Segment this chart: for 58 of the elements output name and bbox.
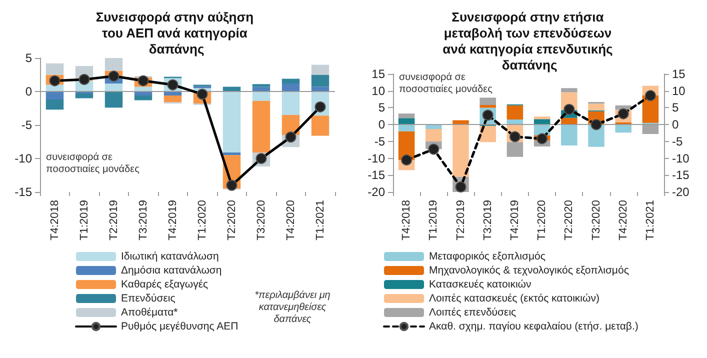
- legend-label: Κατασκευές κατοικιών: [429, 278, 532, 290]
- legend-label: Λοιπές επενδύσεις: [429, 306, 516, 318]
- annotation: συνεισφορά σε ποσοστιαίες μονάδες: [46, 152, 140, 176]
- chart-title: Συνεισφορά στην ετήσια μεταβολή των επενδύσεων ανά κατηγορία επενδυτικής δαπάνης: [442, 10, 616, 72]
- x-tick-label: T1:2019: [78, 200, 90, 240]
- y-tick-label: 5: [378, 100, 386, 115]
- y2-tick-label: -15: [672, 168, 690, 182]
- x-tick-label: T4:2019: [508, 200, 521, 240]
- y2-tick-label: 10: [672, 84, 686, 98]
- x-tick-label: T3:2019: [482, 200, 494, 240]
- x-tick-label: T3:2020: [255, 200, 268, 240]
- y-tick-label: -15: [368, 168, 386, 182]
- legend-label: Ρυθμός μεγέθυνσης ΑΕΠ: [121, 320, 238, 332]
- x-tick-label: T3:2020: [590, 200, 602, 240]
- legend-label: Επενδύσεις: [121, 292, 176, 304]
- y-tick-label: 10: [372, 84, 386, 98]
- x-tick-label: T1:2021: [644, 200, 656, 240]
- legend-label: Λοιπές κατασκευές (εκτός κατοικιών): [429, 292, 600, 304]
- y2-tick-label: -10: [672, 151, 690, 166]
- legend-label: Ακαθ. σχημ. παγίου κεφαλαίου (ετήσ. μεταβ.): [429, 320, 638, 332]
- x-tick-label: T1:2021: [314, 200, 326, 240]
- legend-label: Μεταφορικός εξοπλισμός: [429, 250, 546, 262]
- y-tick-label: -20: [368, 185, 386, 199]
- y2-tick-label: -20: [672, 185, 690, 199]
- y2-tick-label: -5: [672, 134, 683, 148]
- y-tick-label: -15: [14, 185, 32, 199]
- x-tick-label: T2:2020: [563, 200, 576, 240]
- legend-label: Μηχανολογικός & τεχνολογικός εξοπλισμός: [429, 264, 629, 276]
- x-tick-label: T4:2018: [400, 200, 413, 240]
- y-tick-label: 15: [372, 67, 386, 81]
- x-tick-label: T1:2020: [536, 200, 548, 240]
- legend-label: Δημόσια κατανάλωση: [121, 264, 222, 276]
- legend-label: Αποθέματα*: [121, 306, 178, 318]
- y-tick-label: -5: [374, 134, 386, 148]
- legend-label: Καθαρές εξαγωγές: [121, 278, 208, 290]
- x-tick-label: T1:2020: [196, 200, 208, 240]
- x-tick-label: T4:2020: [617, 200, 630, 240]
- y-tick-label: -10: [14, 152, 32, 166]
- y2-tick-label: 15: [672, 67, 686, 81]
- x-tick-label: T4:2019: [166, 200, 179, 240]
- annotation: συνεισφορά σε ποσοστιαίες μονάδες: [399, 72, 494, 96]
- x-tick-label: T1:2019: [428, 200, 440, 240]
- text: *περιλαμβάνει μη κατανεμηθείσες δαπάνες: [254, 290, 332, 326]
- y2-tick-label: 0: [672, 118, 679, 132]
- x-tick-label: T4:2020: [284, 200, 297, 240]
- chart-title: Συνεισφορά στην αύξηση του ΑΕΠ ανά κατηγορία δαπάνης: [96, 10, 258, 56]
- x-tick-label: T2:2019: [108, 200, 120, 240]
- x-tick-label: T2:2020: [226, 200, 238, 240]
- y2-tick-label: 5: [672, 100, 679, 115]
- legend-label: Ιδιωτική κατανάλωση: [121, 250, 219, 262]
- x-tick-label: T2:2019: [454, 200, 467, 240]
- y-tick-label: 0: [378, 118, 386, 132]
- y-tick-label: -5: [21, 118, 32, 132]
- y-tick-label: -10: [368, 151, 386, 166]
- x-tick-label: T3:2019: [137, 200, 150, 240]
- y-tick-label: 5: [25, 51, 32, 65]
- y-tick-label: 0: [25, 84, 32, 98]
- x-tick-label: T4:2018: [48, 200, 61, 240]
